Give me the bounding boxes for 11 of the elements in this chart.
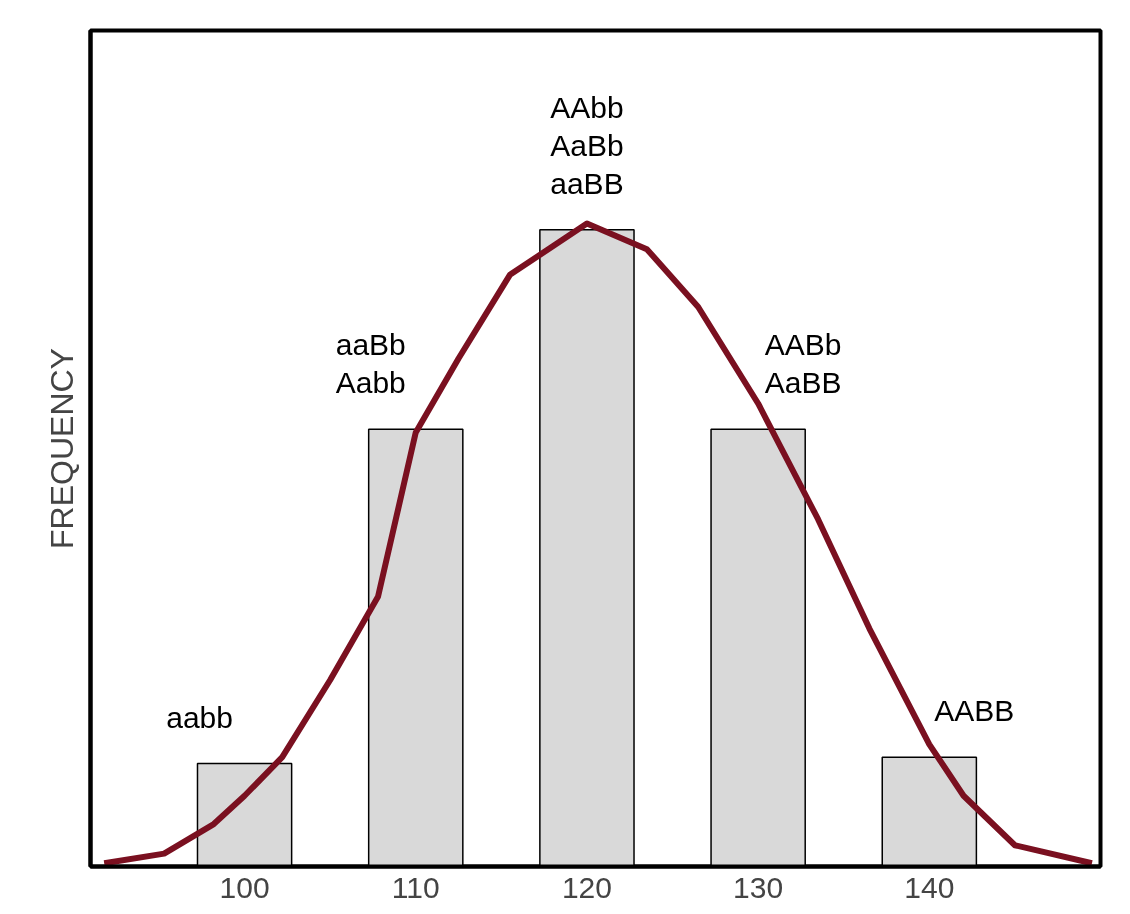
x-tick-label: 110	[391, 870, 440, 904]
x-tick-label: 100	[219, 870, 270, 904]
x-tick-label: 130	[733, 870, 784, 904]
annotation: AAbb AaBb aaBB	[550, 90, 624, 200]
x-tick-label: 120	[561, 870, 612, 904]
annotation: aaBb Aabb	[335, 328, 406, 400]
annotation: AABb AaBB	[764, 328, 842, 400]
x-tick-label: 140	[904, 870, 955, 904]
annotation: AABB	[934, 694, 1015, 728]
y-axis-title: FREQUENCY	[43, 348, 80, 549]
annotation: aabb	[166, 700, 233, 734]
